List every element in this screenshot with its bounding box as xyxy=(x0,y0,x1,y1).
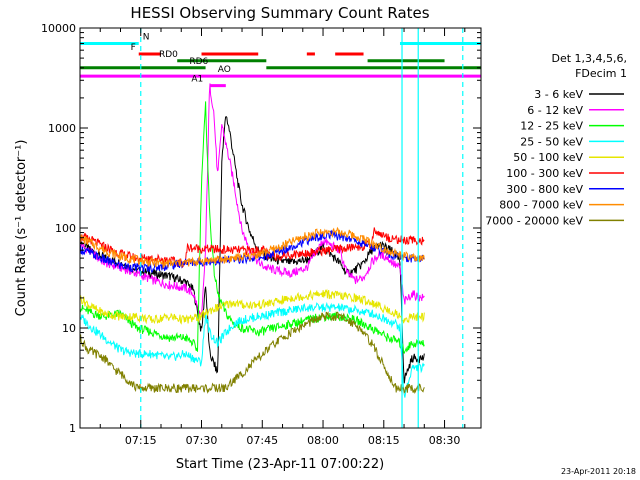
legend-label-800-7000-kev: 800 - 7000 keV xyxy=(499,199,583,212)
legend-label-7000-20000-kev: 7000 - 20000 keV xyxy=(485,214,583,227)
legend-label-6-12-kev: 6 - 12 keV xyxy=(527,104,583,117)
x-tick-label-07-15: 07:15 xyxy=(125,434,157,447)
series-line-50-100-kev xyxy=(80,288,425,325)
legend-title-line-1: Det 1,3,4,5,6, xyxy=(551,52,627,65)
y-tick-label-10: 10 xyxy=(62,322,76,335)
legend-label-12-25-kev: 12 - 25 keV xyxy=(520,120,583,133)
plot-area xyxy=(80,28,481,428)
y-tick-label-1: 1 xyxy=(69,422,76,435)
series-line-800-7000-kev xyxy=(80,226,425,270)
x-tick-label-07-45: 07:45 xyxy=(246,434,278,447)
flag-label-n: N xyxy=(143,32,150,42)
series-line-7000-20000-kev xyxy=(80,311,425,395)
x-axis-label: Start Time (23-Apr-11 07:00:22) xyxy=(176,457,384,472)
x-tick-label-08-00: 08:00 xyxy=(307,434,339,447)
series-line-25-50-kev xyxy=(80,301,425,398)
y-axis-label: Count Rate (s⁻¹ detector⁻¹) xyxy=(14,140,29,317)
legend-title-line-2: FDecim 1 xyxy=(575,67,627,80)
y-tick-label-100: 100 xyxy=(55,222,76,235)
legend-label-100-300-kev: 100 - 300 keV xyxy=(506,167,583,180)
flag-label-rd6: RD6 xyxy=(189,57,208,67)
x-tick-label-08-30: 08:30 xyxy=(429,434,461,447)
legend-label-25-50-kev: 25 - 50 keV xyxy=(520,135,583,148)
flag-label-a1: A1 xyxy=(191,75,203,85)
legend-label-300-800-kev: 300 - 800 keV xyxy=(506,183,583,196)
footer-timestamp: 23-Apr-2011 20:18 xyxy=(561,467,636,476)
x-tick-label-07-30: 07:30 xyxy=(186,434,218,447)
y-tick-label-1000: 1000 xyxy=(48,122,76,135)
series-line-12-25-kev xyxy=(80,101,425,354)
flag-label-rd0: RD0 xyxy=(159,50,178,60)
flag-label-f: F xyxy=(131,43,136,53)
legend-label-50-100-kev: 50 - 100 keV xyxy=(513,151,583,164)
y-tick-label-10000: 10000 xyxy=(41,22,76,35)
chart-title: HESSI Observing Summary Count Rates xyxy=(130,4,429,22)
series-line-6-12-kev xyxy=(80,83,425,317)
flag-label-ao: AO xyxy=(218,65,231,75)
series-line-300-800-kev xyxy=(80,229,425,274)
legend-label-3-6-kev: 3 - 6 keV xyxy=(534,88,583,101)
x-tick-label-08-15: 08:15 xyxy=(368,434,400,447)
